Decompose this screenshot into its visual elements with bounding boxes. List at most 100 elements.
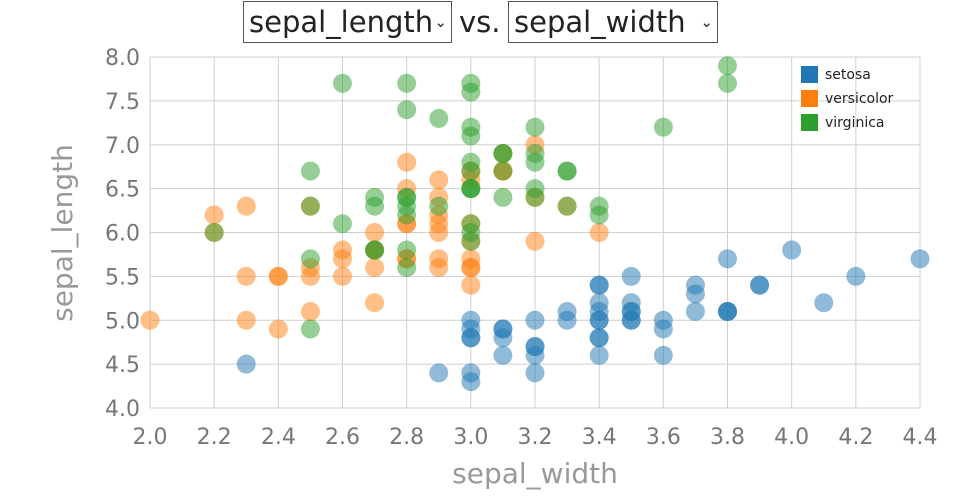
x-axis-title: sepal_width bbox=[452, 457, 618, 490]
point-setosa bbox=[621, 266, 641, 286]
point-setosa bbox=[525, 345, 545, 365]
point-setosa bbox=[429, 363, 449, 383]
point-virginica bbox=[397, 73, 417, 93]
point-versicolor bbox=[236, 310, 256, 330]
x-tick-label: 4.0 bbox=[774, 425, 809, 450]
data-points bbox=[140, 56, 930, 392]
point-virginica bbox=[461, 117, 481, 137]
point-virginica bbox=[493, 144, 513, 164]
y-tick-label: 4.0 bbox=[105, 397, 140, 422]
point-setosa bbox=[493, 345, 513, 365]
legend-label-versicolor: versicolor bbox=[825, 91, 894, 107]
x-tick-label: 2.8 bbox=[389, 425, 424, 450]
point-virginica bbox=[300, 249, 320, 269]
point-virginica bbox=[397, 196, 417, 216]
axis-ticks: 2.0 2.2 2.4 2.6 2.8 3.0 3.2 3.4 3.6 3.8 4.0 4.2 4.4 4… bbox=[105, 46, 938, 450]
point-versicolor bbox=[236, 266, 256, 286]
point-setosa bbox=[846, 266, 866, 286]
point-setosa bbox=[685, 284, 705, 304]
y-axis-title: sepal_length bbox=[46, 144, 79, 322]
point-versicolor bbox=[589, 223, 609, 242]
chart-header: sepal_length ⌄ vs. sepal_width ⌄ bbox=[0, 0, 960, 50]
point-virginica bbox=[493, 161, 513, 181]
y-tick-label: 5.0 bbox=[105, 309, 140, 334]
x-tick-label: 4.4 bbox=[903, 425, 938, 450]
point-setosa bbox=[718, 249, 737, 269]
point-virginica bbox=[461, 179, 481, 199]
point-setosa bbox=[718, 301, 737, 321]
x-tick-label: 3.4 bbox=[582, 425, 617, 450]
point-versicolor bbox=[268, 319, 288, 339]
point-setosa bbox=[589, 301, 609, 321]
point-virginica bbox=[333, 73, 352, 93]
point-setosa bbox=[461, 328, 481, 348]
legend-label-virginica: virginica bbox=[825, 115, 885, 131]
point-setosa bbox=[589, 275, 609, 295]
point-versicolor bbox=[365, 293, 385, 313]
point-virginica bbox=[365, 196, 385, 216]
legend-swatch-virginica bbox=[801, 114, 818, 131]
y-tick-label: 7.0 bbox=[105, 134, 140, 159]
point-setosa bbox=[589, 345, 609, 365]
x-axis-select-value: sepal_width bbox=[514, 5, 686, 39]
point-virginica bbox=[461, 231, 481, 251]
point-setosa bbox=[685, 301, 705, 321]
point-virginica bbox=[461, 161, 481, 181]
y-tick-label: 8.0 bbox=[105, 46, 140, 71]
x-axis-select[interactable]: sepal_width ⌄ bbox=[508, 1, 718, 43]
y-tick-label: 5.5 bbox=[105, 265, 140, 290]
x-tick-label: 2.2 bbox=[197, 425, 232, 450]
point-setosa bbox=[236, 354, 256, 374]
legend-swatch-setosa bbox=[801, 66, 818, 83]
y-axis-select[interactable]: sepal_length ⌄ bbox=[243, 1, 452, 43]
point-setosa bbox=[621, 310, 641, 330]
point-versicolor bbox=[333, 266, 352, 286]
point-virginica bbox=[718, 73, 737, 93]
y-tick-label: 6.0 bbox=[105, 222, 140, 247]
point-versicolor bbox=[333, 240, 352, 260]
point-virginica bbox=[525, 187, 545, 207]
point-setosa bbox=[493, 319, 513, 339]
point-virginica bbox=[525, 152, 545, 172]
legend-label-setosa: setosa bbox=[825, 67, 871, 83]
point-versicolor bbox=[429, 223, 449, 242]
point-setosa bbox=[557, 310, 577, 330]
point-versicolor bbox=[140, 310, 160, 330]
point-virginica bbox=[300, 319, 320, 339]
point-setosa bbox=[814, 293, 834, 313]
x-tick-label: 4.2 bbox=[838, 425, 873, 450]
point-versicolor bbox=[525, 231, 545, 251]
point-versicolor bbox=[461, 249, 481, 269]
point-virginica bbox=[525, 117, 545, 137]
chevron-down-icon: ⌄ bbox=[434, 13, 447, 31]
point-virginica bbox=[653, 117, 673, 137]
point-setosa bbox=[750, 275, 770, 295]
point-setosa bbox=[621, 293, 641, 313]
point-versicolor bbox=[268, 266, 288, 286]
y-tick-label: 4.5 bbox=[105, 353, 140, 378]
point-virginica bbox=[429, 108, 449, 128]
point-setosa bbox=[589, 328, 609, 348]
point-virginica bbox=[557, 196, 577, 216]
point-versicolor bbox=[397, 152, 417, 172]
point-versicolor bbox=[429, 249, 449, 269]
point-setosa bbox=[525, 310, 545, 330]
point-virginica bbox=[300, 196, 320, 216]
point-setosa bbox=[910, 249, 930, 269]
point-versicolor bbox=[365, 223, 385, 242]
y-axis-select-value: sepal_length bbox=[249, 5, 434, 39]
point-virginica bbox=[397, 240, 417, 260]
point-setosa bbox=[782, 240, 802, 260]
point-virginica bbox=[397, 100, 417, 120]
point-versicolor bbox=[365, 258, 385, 278]
point-virginica bbox=[718, 56, 737, 76]
point-setosa bbox=[653, 345, 673, 365]
point-versicolor bbox=[300, 266, 320, 286]
y-tick-label: 7.5 bbox=[105, 90, 140, 115]
x-tick-label: 3.2 bbox=[518, 425, 553, 450]
point-virginica bbox=[429, 196, 449, 216]
point-virginica bbox=[461, 73, 481, 93]
point-virginica bbox=[557, 161, 577, 181]
chevron-down-icon: ⌄ bbox=[700, 13, 713, 31]
point-virginica bbox=[300, 161, 320, 181]
